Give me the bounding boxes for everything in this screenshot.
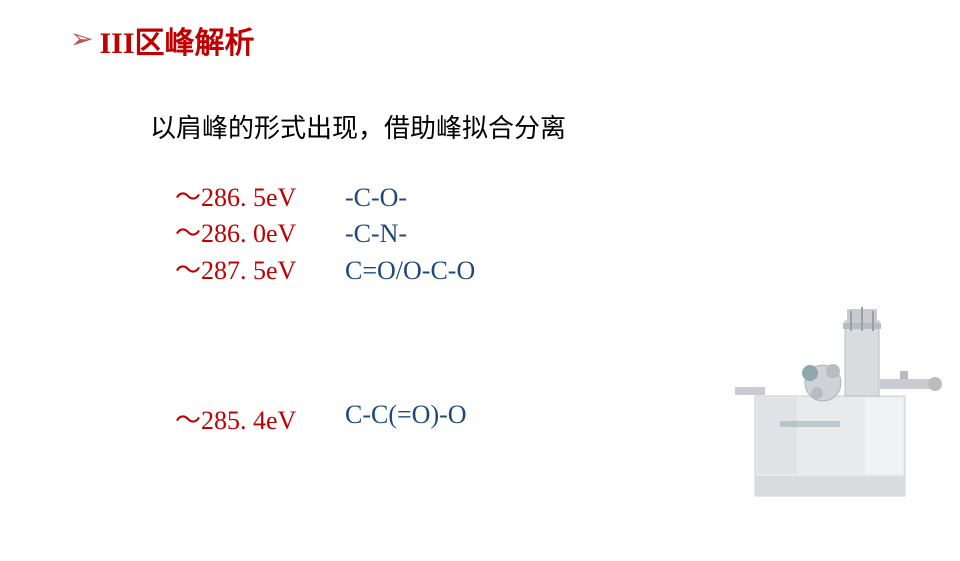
peak-bond: C-C(=O)-O [345, 400, 467, 437]
peak-ev: ～286. 0eV [175, 216, 345, 252]
peak-bond: -C-N- [345, 216, 407, 252]
peak-ev: ～285. 4eV [175, 400, 345, 437]
title-text: III区峰解析 [99, 18, 254, 62]
peak-row: ～286. 0eV -C-N- [175, 216, 475, 252]
subtitle-text: 以肩峰的形式出现，借助峰拟合分离 [150, 108, 566, 145]
section-title: ➢ III区峰解析 [70, 18, 255, 62]
peak-bond: -C-O- [345, 180, 407, 216]
peak-row: ～286. 5eV -C-O- [175, 180, 475, 216]
instrument-icon [735, 301, 945, 511]
peak-bond: C=O/O-C-O [345, 253, 475, 289]
bullet-icon: ➢ [70, 26, 93, 54]
peak-row-lone: ～285. 4eV C-C(=O)-O [175, 400, 467, 437]
peak-ev: ～287. 5eV [175, 253, 345, 289]
peak-ev: ～286. 5eV [175, 180, 345, 216]
peak-list: ～286. 5eV -C-O- ～286. 0eV -C-N- ～287. 5e… [175, 180, 475, 289]
peak-row: ～287. 5eV C=O/O-C-O [175, 253, 475, 289]
